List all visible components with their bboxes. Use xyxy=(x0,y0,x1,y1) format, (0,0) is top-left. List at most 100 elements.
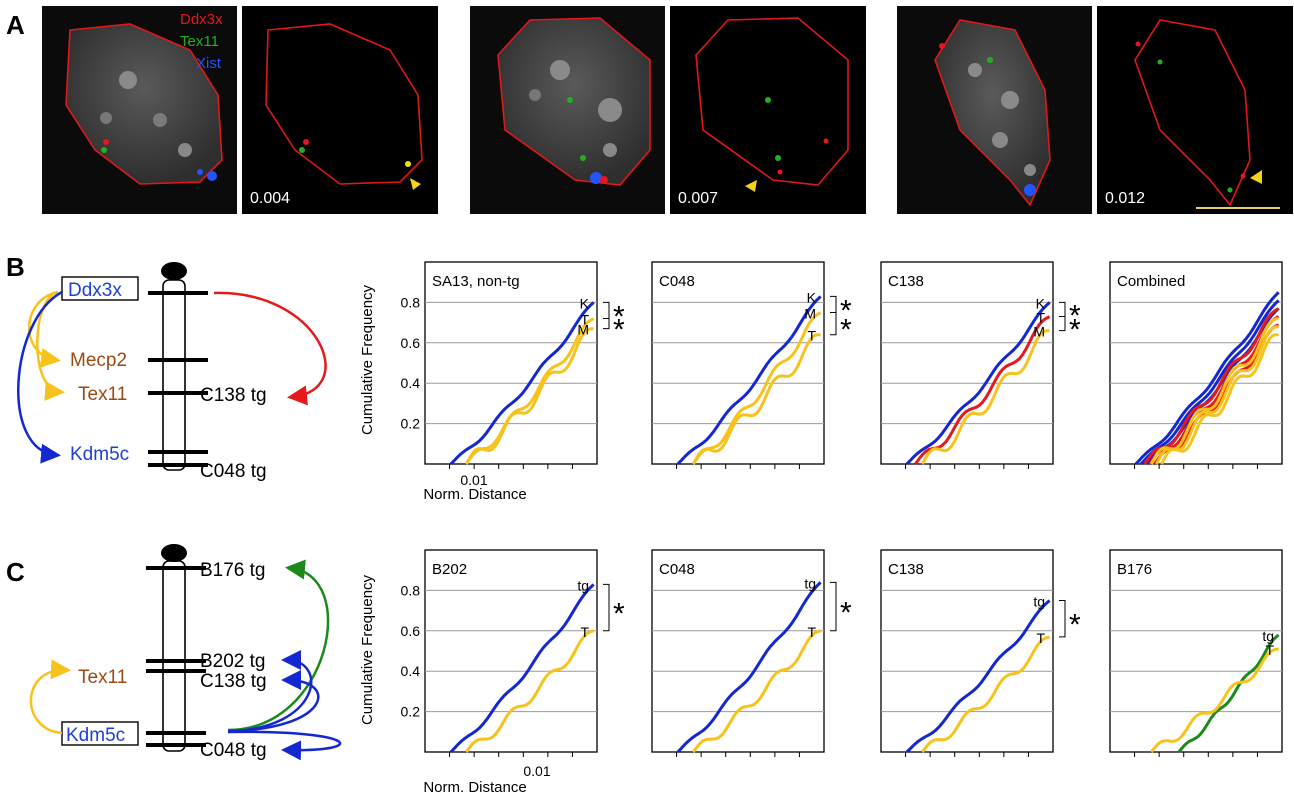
end-label-2-0: K xyxy=(1036,295,1046,311)
end-label-7-0: tg xyxy=(1262,628,1274,644)
tg-b176: B176 tg xyxy=(200,560,266,581)
legend-ddx3x: Ddx3x xyxy=(180,11,223,28)
sig-bracket-1-0 xyxy=(830,295,837,313)
plot-title-6: C138 xyxy=(888,561,924,578)
panel-a-letter: A xyxy=(6,10,25,40)
end-label-0-0: K xyxy=(580,295,590,311)
arrows-c xyxy=(29,559,342,761)
sig-star-0-1: * xyxy=(613,314,625,347)
tg-c048-b: C048 tg xyxy=(200,461,267,482)
plot-frame-3 xyxy=(1109,261,1283,465)
end-label-1-0: K xyxy=(807,289,817,305)
plot-title-3: Combined xyxy=(1117,273,1185,290)
series-line-3-0-0 xyxy=(1134,291,1280,466)
ytick-label-0-3: 0.8 xyxy=(401,294,421,310)
micrograph-3-merged xyxy=(897,6,1092,214)
ylabel-b: Cumulative Frequency xyxy=(359,284,376,435)
plot-frame-2 xyxy=(880,261,1054,465)
ytick-label-0-1: 0.4 xyxy=(401,375,421,391)
panel-b-letter: B xyxy=(6,252,25,282)
plot-title-7: B176 xyxy=(1117,561,1152,578)
end-label-1-1: M xyxy=(804,306,816,322)
sig-bracket-2-0 xyxy=(1059,301,1066,318)
series-line-1-0-0 xyxy=(676,295,822,466)
plot-title-0: SA13, non-tg xyxy=(432,273,520,290)
ytick-label-0-0: 0.2 xyxy=(401,416,421,432)
sig-star-5-0: * xyxy=(840,597,852,630)
sig-star-4-0: * xyxy=(613,598,625,631)
ytick-label-4-2: 0.6 xyxy=(401,623,421,639)
series-line-0-2-0 xyxy=(464,327,594,465)
sig-bracket-0-1 xyxy=(603,318,610,330)
plot-title-1: C048 xyxy=(659,273,695,290)
end-label-2-1: T xyxy=(1036,310,1045,326)
series-line-4-0-0 xyxy=(449,583,595,754)
end-label-4-1: T xyxy=(580,624,589,640)
gene-mecp2: Mecp2 xyxy=(70,350,127,371)
plot-frame-1 xyxy=(651,261,825,465)
micrograph-1-merged: Ddx3x Tex11 Xist xyxy=(42,6,237,214)
chromosome-c xyxy=(146,544,206,752)
arrows-b xyxy=(17,290,327,464)
end-label-0-1: T xyxy=(580,312,589,328)
end-label-7-1: T xyxy=(1265,642,1274,658)
ytick-label-0-2: 0.6 xyxy=(401,335,421,351)
series-line-3-2-2 xyxy=(1160,333,1279,465)
plot-frame-4 xyxy=(424,549,598,753)
series-line-1-2-0 xyxy=(691,333,821,465)
sig-bracket-5-0 xyxy=(830,581,837,632)
panel-c-letter: C xyxy=(6,557,25,587)
ytick-label-4-3: 0.8 xyxy=(401,582,421,598)
plot-title-5: C048 xyxy=(659,561,695,578)
xlabel-b: Norm. Distance xyxy=(423,486,526,503)
sig-bracket-1-1 xyxy=(830,312,837,336)
micrograph-1-probes: 0.004 xyxy=(242,6,438,214)
end-label-1-2: T xyxy=(807,328,816,344)
series-line-3-0-1 xyxy=(1139,299,1280,466)
series-line-5-1-0 xyxy=(692,629,822,753)
end-label-4-0: tg xyxy=(577,577,589,593)
ytick-label-4-1: 0.4 xyxy=(401,663,421,679)
sig-bracket-2-1 xyxy=(1059,316,1066,332)
plot-frame-6 xyxy=(880,549,1054,753)
sig-star-2-1: * xyxy=(1069,314,1081,347)
series-line-1-1-0 xyxy=(692,311,822,465)
sig-bracket-0-0 xyxy=(603,301,610,320)
plot-frame-7 xyxy=(1109,549,1283,753)
gene-tex11-c: Tex11 xyxy=(78,667,127,688)
end-label-0-2: M xyxy=(577,322,589,338)
sig-star-6-0: * xyxy=(1069,609,1081,642)
tg-c138-b: C138 tg xyxy=(200,385,267,406)
micrograph-2-probes: 0.007 xyxy=(670,6,866,214)
arrowhead-2 xyxy=(745,180,757,192)
sig-star-2-0: * xyxy=(1069,299,1081,332)
sig-star-1-0: * xyxy=(840,294,852,327)
end-label-6-1: T xyxy=(1036,630,1045,646)
gene-kdm5c-c: Kdm5c xyxy=(66,725,125,746)
tg-c138-c: C138 tg xyxy=(200,671,267,692)
xlabel-c: Norm. Distance xyxy=(423,779,526,796)
sig-bracket-4-0 xyxy=(603,583,610,632)
series-line-5-0-0 xyxy=(676,581,822,754)
xtick-b: 0.01 xyxy=(460,472,487,488)
sig-star-0-0: * xyxy=(613,300,625,333)
tg-c048-c: C048 tg xyxy=(200,740,267,761)
end-label-6-0: tg xyxy=(1033,594,1045,610)
gene-ddx3x: Ddx3x xyxy=(68,280,122,301)
gene-tex11: Tex11 xyxy=(78,384,127,405)
gene-kdm5c: Kdm5c xyxy=(70,444,129,465)
sig-star-1-1: * xyxy=(840,314,852,347)
series-line-0-1-0 xyxy=(465,317,595,465)
distance-1: 0.004 xyxy=(250,190,290,207)
plot-title-2: C138 xyxy=(888,273,924,290)
arrowhead-1 xyxy=(410,178,421,190)
series-line-4-1-0 xyxy=(465,629,595,753)
series-line-6-0-0 xyxy=(905,599,1051,754)
end-label-5-0: tg xyxy=(804,575,816,591)
chromosome-b xyxy=(148,262,208,471)
series-line-0-0-0 xyxy=(449,301,595,466)
series-line-2-0-0 xyxy=(905,301,1051,466)
tg-b202: B202 tg xyxy=(200,651,266,672)
